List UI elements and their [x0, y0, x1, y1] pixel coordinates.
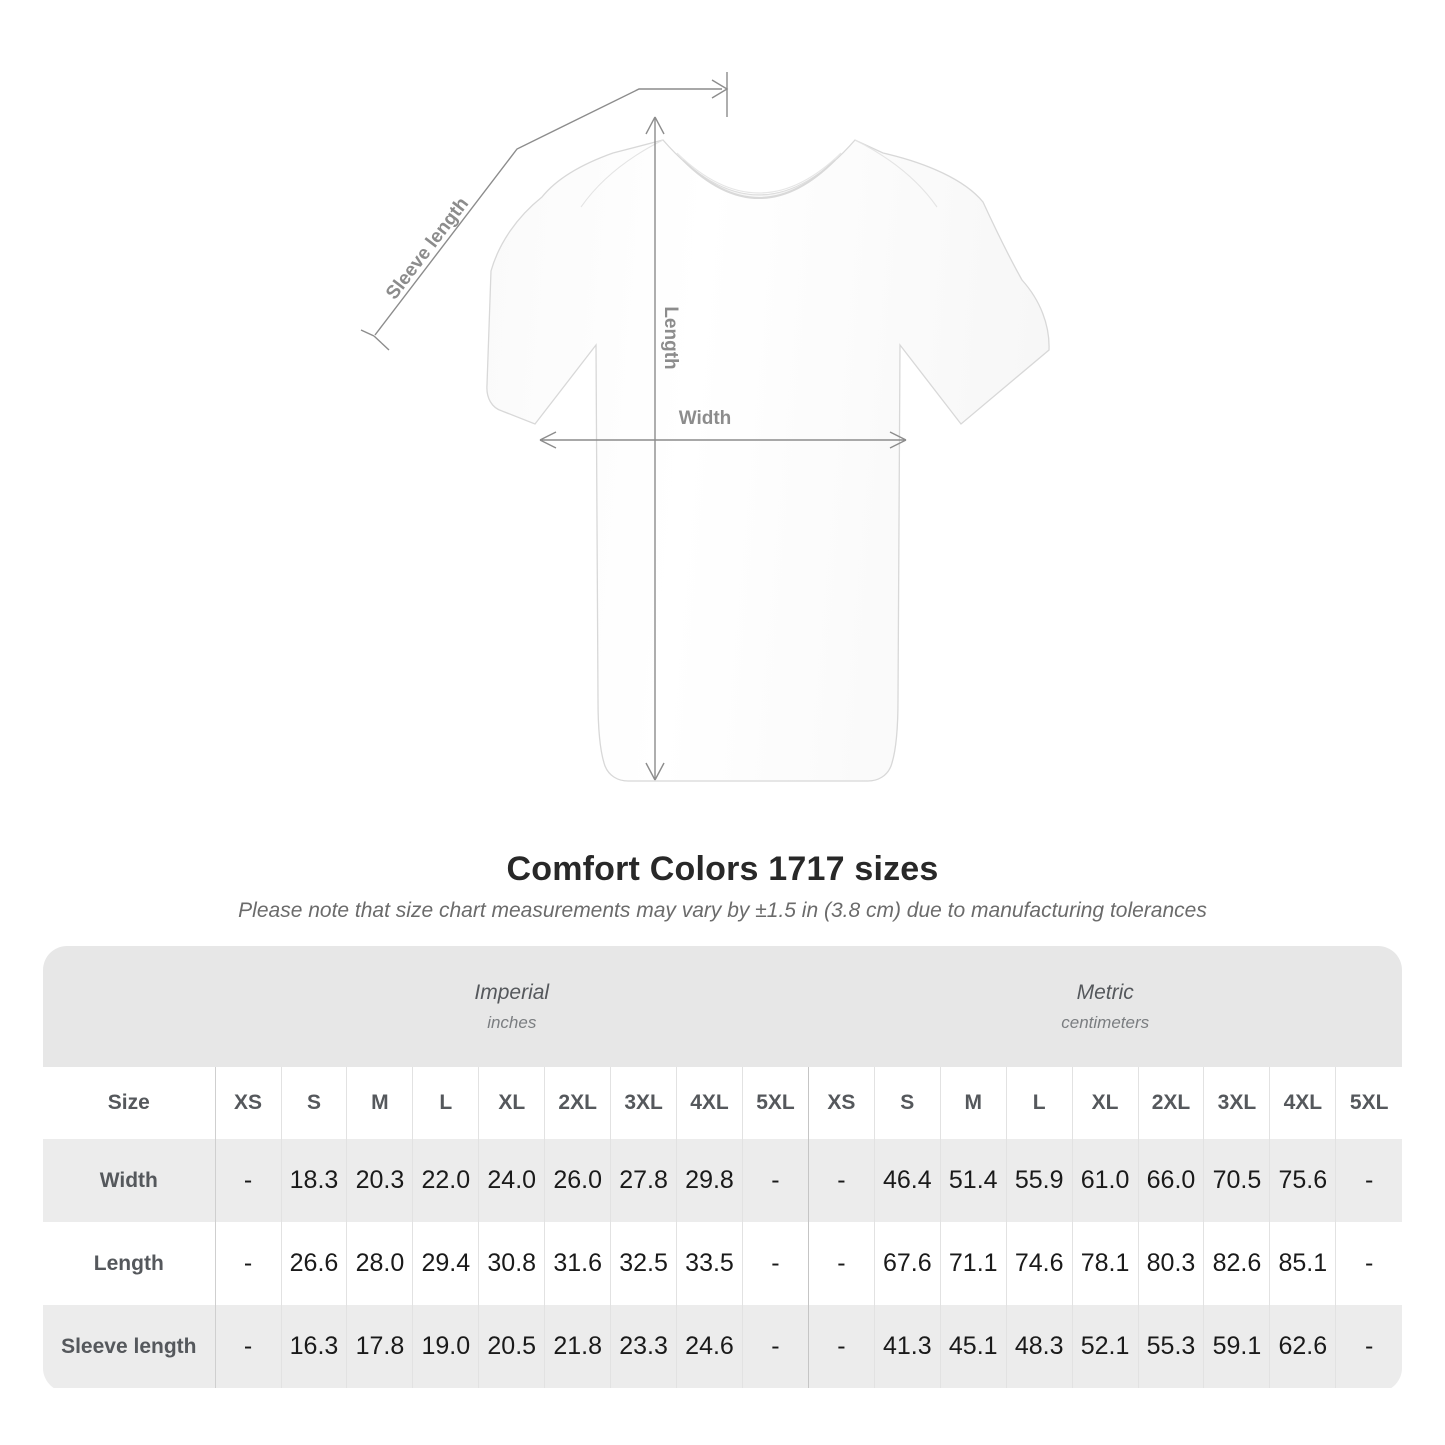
- svg-text:Width: Width: [679, 408, 732, 429]
- svg-text:Sleeve length: Sleeve length: [382, 194, 473, 304]
- svg-text:Length: Length: [660, 306, 681, 369]
